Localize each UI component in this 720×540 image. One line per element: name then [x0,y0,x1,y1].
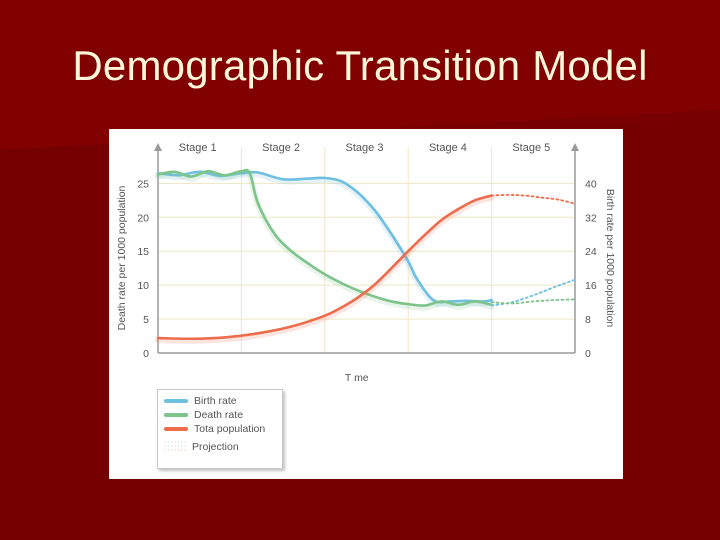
legend-swatch-death-rate [164,413,188,417]
legend-swatch-projection: ······· ······· ······· [164,439,188,454]
series-line-projection [490,278,576,307]
y-axis-left-title: Death rate per 1000 population [116,185,128,330]
legend-item-birth-rate: Birth rate [164,394,237,408]
stage-label: Stage 3 [346,142,384,154]
legend-label-projection: Projection [192,441,239,453]
chart-panel: 0 5 10 15 20 25 0 8 16 24 32 40 Stage 1 Stage 2 Stage … [109,129,623,479]
y-left-tick-label: 10 [137,280,149,292]
y-axis-right-title: Birth rate per 1000 population [604,189,616,328]
stage-label: Stage 2 [262,142,300,154]
series-shadow-death-rate [155,169,495,311]
y-left-tick-label: 15 [137,246,149,258]
y-right-tick-label: 0 [585,348,591,360]
y-right-tick-label: 40 [585,178,597,190]
legend-label-birth-rate: Birth rate [194,395,237,407]
y-left-tick-label: 25 [137,178,149,190]
dtm-chart: 0 5 10 15 20 25 0 8 16 24 32 40 Stage 1 Stage 2 Stage … [116,142,616,384]
legend-item-projection: ······· ······· ······· Projection [164,439,239,454]
slide-title: Demographic Transition Model [72,42,648,89]
y-axis-left-arrow [154,143,162,151]
legend-swatch-birth-rate [164,399,188,403]
stage-label: Stage 1 [179,142,217,154]
y-left-tick-label: 20 [137,212,149,224]
stage-label: Stage 5 [512,142,550,154]
y-right-tick-label: 24 [585,246,597,258]
legend-label-total-population: Tota population [194,423,266,435]
legend-item-death-rate: Death rate [164,408,243,422]
stage-label: Stage 4 [429,142,467,154]
series-line-projection [490,193,576,205]
y-axis-right-arrow [571,143,579,151]
y-right-tick-label: 32 [585,212,597,224]
y-right-tick-label: 8 [585,314,591,326]
legend-label-death-rate: Death rate [194,409,244,421]
x-axis-title: T me [345,372,369,384]
y-right-tick-label: 16 [585,280,597,292]
series-line-death-rate [156,168,493,307]
legend-item-total-population: Tota population [164,422,265,436]
series-line-projection [490,298,576,305]
series-line-tota-population [156,194,493,341]
chart-legend: Birth rate Death rate Tota population ··… [157,389,283,469]
legend-swatch-total-population [164,427,188,431]
y-left-tick-label: 5 [143,314,149,326]
series-shadow-tota-population [155,194,495,344]
y-left-tick-label: 0 [143,348,149,360]
